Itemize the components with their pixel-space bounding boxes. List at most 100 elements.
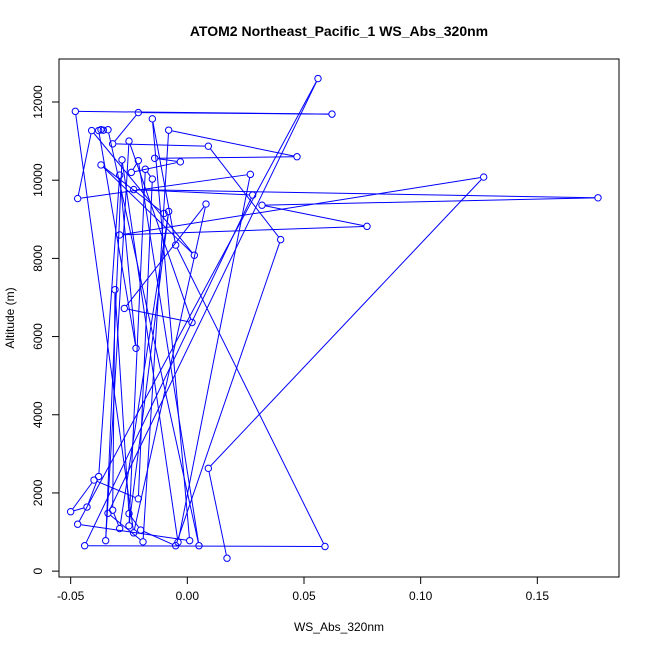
series-segment [208, 471, 227, 555]
series-segment [114, 293, 130, 511]
series-segment [143, 531, 173, 545]
data-point [174, 538, 182, 546]
series-points [66, 74, 602, 562]
data-point [118, 156, 126, 164]
data-point [136, 526, 145, 534]
data-point [202, 200, 210, 208]
series-segment [72, 482, 93, 510]
series-segment [75, 114, 134, 530]
series-segment [78, 110, 329, 115]
series-segment [171, 130, 294, 157]
series-segment [130, 516, 140, 528]
data-point [129, 529, 138, 537]
data-point [71, 107, 80, 116]
data-point [223, 554, 231, 562]
data-point [293, 153, 301, 161]
data-point [204, 142, 213, 150]
y-tick-label: 2000 [31, 479, 45, 506]
data-point [66, 508, 75, 516]
data-point [83, 503, 91, 511]
series-segment [113, 513, 119, 526]
series-segment [77, 133, 92, 196]
y-tick-label: 4000 [31, 401, 45, 428]
series-segment [78, 81, 317, 522]
data-point [185, 536, 194, 545]
y-tick-label: 12000 [31, 85, 45, 119]
series-segment [93, 132, 193, 253]
series-segment [81, 524, 187, 541]
data-point [258, 201, 266, 209]
data-point [80, 542, 89, 550]
data-point [190, 251, 199, 259]
series-segment [88, 545, 322, 547]
series-segment [265, 205, 364, 227]
series-segment [108, 133, 199, 543]
series-segment [87, 479, 98, 504]
series-segment [137, 189, 595, 199]
data-point [171, 241, 180, 249]
data-point [141, 165, 150, 173]
data-point [134, 495, 143, 503]
y-axis: 0 2000 4000 6000 8000 10000 12000 [31, 85, 60, 574]
data-point [160, 209, 168, 218]
data-point [104, 509, 112, 517]
series-segment [210, 179, 482, 467]
series-segment [98, 133, 136, 345]
y-tick-label: 8000 [31, 245, 45, 272]
data-point [129, 185, 138, 194]
series-segment [126, 206, 205, 306]
series-segment [127, 308, 189, 323]
x-axis: -0.05 0.00 0.05 0.10 0.15 [57, 576, 549, 603]
series-segment [176, 242, 281, 543]
series-segment [128, 172, 146, 523]
data-point [97, 161, 105, 169]
series-segment [132, 163, 137, 170]
series-segment [123, 225, 364, 236]
data-point [115, 231, 124, 239]
data-point [73, 520, 82, 528]
data-point [115, 171, 124, 179]
data-point [188, 318, 196, 327]
series-lines [72, 81, 595, 555]
series-segment [119, 178, 137, 345]
data-point [314, 74, 322, 83]
data-point [108, 140, 117, 148]
series-segment [81, 174, 247, 199]
data-point [115, 524, 124, 533]
data-point [328, 110, 336, 118]
data-point [246, 170, 255, 179]
data-point [104, 126, 112, 134]
data-point [139, 538, 147, 546]
x-axis-label: WS_Abs_320nm [294, 620, 384, 634]
series-segment [128, 214, 169, 523]
series-segment [158, 158, 177, 162]
series-segment [129, 144, 192, 320]
data-point [108, 506, 117, 514]
data-point [248, 191, 257, 199]
data-point [94, 472, 103, 481]
data-point [321, 542, 329, 551]
series-segment [178, 177, 251, 539]
series-segment [137, 182, 153, 496]
series-segment [103, 167, 193, 254]
series-segment [137, 189, 250, 196]
series-segment [85, 197, 252, 543]
data-point [125, 522, 133, 530]
data-point [134, 108, 143, 117]
y-tick-label: 10000 [31, 163, 45, 197]
x-tick-label: 0.00 [176, 589, 200, 603]
data-point [120, 304, 129, 313]
data-point [176, 158, 185, 166]
plot-frame [58, 58, 620, 578]
data-point [164, 126, 173, 134]
series-segment [138, 164, 199, 543]
x-tick-label: -0.05 [57, 589, 85, 603]
data-point [195, 542, 203, 550]
data-point [111, 285, 119, 294]
series-segment [73, 507, 84, 512]
data-point [73, 194, 82, 203]
y-axis-label: Altitude (m) [3, 287, 17, 348]
data-point [90, 476, 98, 484]
series-segment [152, 122, 176, 242]
